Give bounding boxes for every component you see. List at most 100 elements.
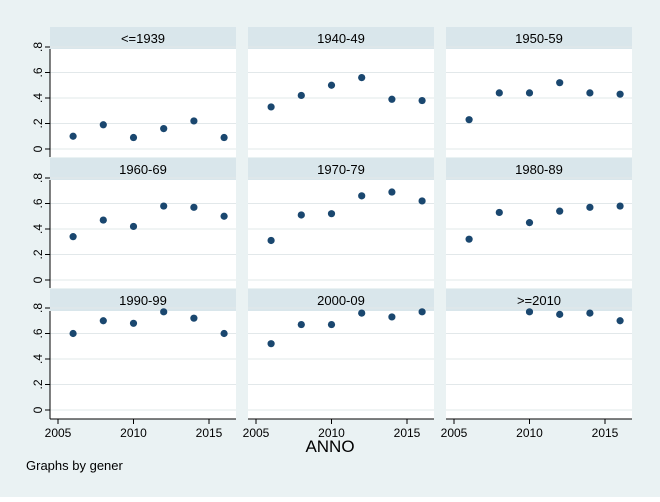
data-point bbox=[358, 309, 366, 317]
panel-7: 1990-99 0 .2 .4 .6 .8 2005 2010 2015 bbox=[31, 289, 236, 440]
data-point bbox=[220, 329, 228, 338]
panel-title: 1960-69 bbox=[119, 162, 167, 177]
panel-8: 2000-09 2005 2010 2015 bbox=[243, 289, 434, 440]
panel-2: 1940-49 bbox=[248, 27, 434, 157]
y-tick-label: .4 bbox=[31, 93, 45, 103]
panel-plot-area bbox=[446, 311, 632, 419]
data-point bbox=[327, 320, 336, 329]
data-point bbox=[388, 313, 396, 321]
data-point bbox=[418, 308, 426, 316]
data-point bbox=[99, 317, 107, 325]
panel-plot-area bbox=[248, 311, 434, 419]
data-point bbox=[495, 89, 503, 97]
data-point bbox=[388, 188, 396, 196]
x-axis-label: ANNO bbox=[305, 437, 354, 456]
x-tick-label: 2010 bbox=[516, 426, 543, 440]
data-point bbox=[525, 89, 534, 97]
data-point bbox=[297, 320, 305, 329]
x-tick-label: 2015 bbox=[196, 426, 223, 440]
graphs-by-note: Graphs by gener bbox=[26, 458, 124, 473]
panel-header bbox=[248, 289, 434, 311]
panel-plot-area bbox=[50, 311, 236, 419]
data-point bbox=[556, 79, 564, 87]
data-point bbox=[220, 133, 228, 142]
data-point bbox=[267, 340, 275, 348]
x-tick-label: 2005 bbox=[45, 426, 72, 440]
data-point bbox=[586, 89, 594, 97]
data-point bbox=[465, 116, 473, 124]
x-tick-label: 2005 bbox=[441, 426, 468, 440]
x-tick-label: 2010 bbox=[318, 426, 345, 440]
data-point bbox=[190, 117, 198, 125]
y-tick-label: 0 bbox=[31, 145, 45, 152]
data-point bbox=[327, 81, 336, 89]
data-point bbox=[69, 132, 77, 140]
panel-header bbox=[50, 158, 236, 180]
data-point bbox=[556, 207, 564, 215]
y-tick-label: .4 bbox=[31, 354, 45, 364]
panel-title: 1940-49 bbox=[317, 31, 365, 46]
panel-title: 2000-09 bbox=[317, 293, 365, 308]
panel-plot-area bbox=[50, 49, 236, 157]
data-point bbox=[616, 90, 624, 98]
panel-title: 1950-59 bbox=[515, 31, 563, 46]
data-point bbox=[129, 133, 138, 142]
panel-title: >=2010 bbox=[517, 293, 561, 308]
data-point bbox=[465, 235, 473, 243]
panel-4: 1960-69 0 .2 .4 .6 .8 bbox=[31, 158, 236, 288]
data-point bbox=[525, 308, 534, 316]
data-point bbox=[129, 319, 138, 327]
x-tick-label: 2015 bbox=[394, 426, 421, 440]
panel-title: 1990-99 bbox=[119, 293, 167, 308]
y-tick-label: .8 bbox=[31, 173, 45, 183]
data-point bbox=[418, 96, 426, 105]
panel-header bbox=[50, 27, 236, 49]
y-tick-label: .6 bbox=[31, 198, 45, 208]
y-tick-label: .4 bbox=[31, 224, 45, 234]
data-point bbox=[616, 202, 624, 210]
data-point bbox=[160, 308, 168, 316]
data-point bbox=[495, 208, 503, 217]
panel-5: 1970-79 bbox=[248, 158, 434, 288]
y-tick-label: .2 bbox=[31, 379, 45, 389]
y-tick-label: .8 bbox=[31, 42, 45, 52]
panel-header bbox=[50, 289, 236, 311]
data-point bbox=[556, 310, 564, 318]
data-point bbox=[418, 197, 426, 205]
panel-header bbox=[446, 289, 632, 311]
panel-3: 1950-59 bbox=[446, 27, 632, 157]
data-point bbox=[358, 192, 366, 200]
data-point bbox=[297, 91, 305, 100]
data-point bbox=[220, 212, 228, 220]
data-point bbox=[160, 125, 168, 133]
x-tick-label: 2010 bbox=[120, 426, 147, 440]
data-point bbox=[297, 211, 305, 219]
data-point bbox=[69, 233, 77, 241]
y-tick-label: .2 bbox=[31, 118, 45, 128]
data-point bbox=[358, 74, 366, 82]
panel-header bbox=[248, 27, 434, 49]
panel-title: 1970-79 bbox=[317, 162, 365, 177]
panel-plot-area bbox=[248, 180, 434, 288]
data-point bbox=[586, 309, 594, 317]
y-tick-label: .2 bbox=[31, 249, 45, 259]
y-tick-label: 0 bbox=[31, 406, 45, 413]
panel-header bbox=[248, 158, 434, 180]
panel-header bbox=[446, 27, 632, 49]
data-point bbox=[267, 103, 275, 111]
panel-1: <=1939 0 .2 .4 .6 .8 bbox=[31, 27, 236, 157]
y-tick-label: .8 bbox=[31, 303, 45, 313]
data-point bbox=[190, 314, 198, 322]
x-tick-label: 2005 bbox=[243, 426, 270, 440]
data-point bbox=[129, 222, 138, 231]
panel-plot-area bbox=[50, 180, 236, 288]
panel-9: >=2010 2005 2010 2015 bbox=[441, 289, 632, 440]
data-point bbox=[190, 203, 198, 211]
data-point bbox=[616, 317, 624, 325]
data-point bbox=[99, 216, 107, 224]
panel-header bbox=[446, 158, 632, 180]
panels-layer: <=1939 0 .2 .4 .6 .8 1940-49 1950-59 1960-69 0 .2.… bbox=[31, 27, 632, 440]
data-point bbox=[160, 202, 168, 210]
